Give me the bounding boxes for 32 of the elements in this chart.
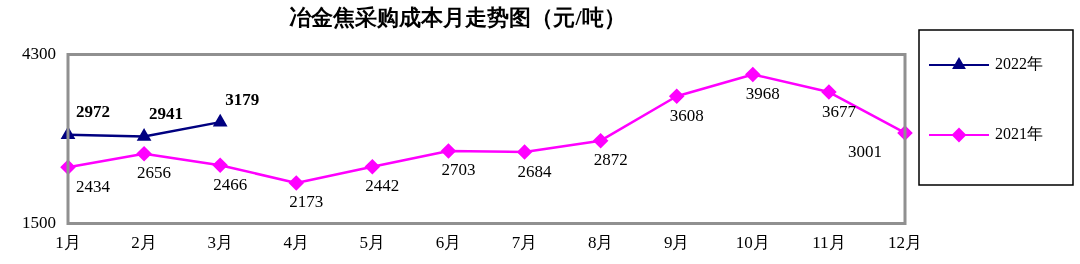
x-tick-label: 6月 xyxy=(435,233,462,253)
data-label: 3608 xyxy=(669,105,704,125)
data-label: 2684 xyxy=(517,161,553,181)
data-label: 2872 xyxy=(593,150,628,170)
y-tick-label: 1500 xyxy=(22,213,56,233)
data-label: 2703 xyxy=(441,160,476,180)
x-tick-label: 11月 xyxy=(812,233,846,253)
x-tick-label: 10月 xyxy=(735,233,770,253)
x-tick-label: 7月 xyxy=(511,233,538,253)
chart-title: 冶金焦采购成本月走势图（元/吨） xyxy=(289,4,626,30)
data-label: 3179 xyxy=(225,89,260,109)
x-tick-label: 1月 xyxy=(55,233,81,253)
x-tick-label: 3月 xyxy=(207,233,233,253)
data-label: 2442 xyxy=(365,176,400,196)
data-label: 2466 xyxy=(213,174,248,194)
data-label: 2972 xyxy=(76,102,110,122)
data-label: 2941 xyxy=(149,103,184,123)
data-label: 3001 xyxy=(848,142,882,162)
data-label: 2434 xyxy=(76,176,111,196)
x-tick-label: 2月 xyxy=(131,233,157,253)
data-label: 3968 xyxy=(745,83,780,103)
x-tick-label: 5月 xyxy=(359,233,386,253)
data-label: 2173 xyxy=(289,192,324,212)
x-tick-label: 4月 xyxy=(283,233,310,253)
x-tick-label: 9月 xyxy=(663,233,690,253)
x-tick-label: 8月 xyxy=(587,233,614,253)
data-label: 3677 xyxy=(821,101,857,121)
x-tick-label: 12月 xyxy=(888,233,922,253)
y-tick-label: 4300 xyxy=(22,43,56,63)
data-label: 2656 xyxy=(137,163,172,183)
legend-label: 2021年 xyxy=(995,125,1043,143)
legend-label: 2022年 xyxy=(995,55,1043,73)
